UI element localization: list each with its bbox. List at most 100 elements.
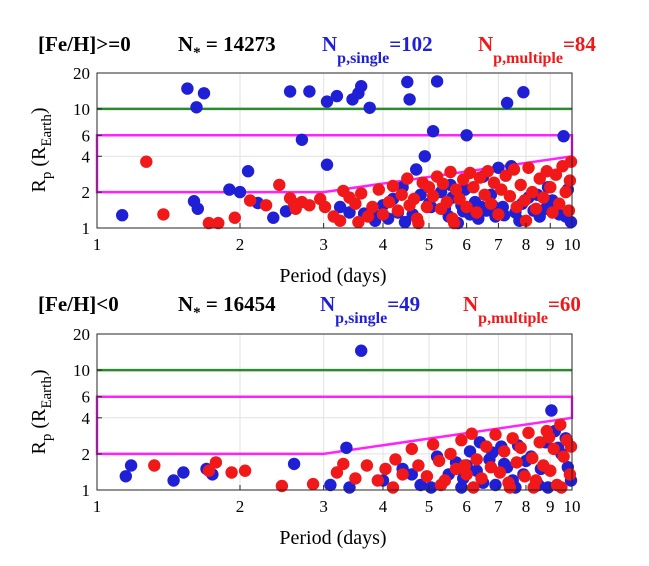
point-multiple — [526, 451, 539, 465]
point-single — [405, 468, 418, 481]
y-tick-label: 10 — [73, 100, 90, 119]
point-multiple — [563, 174, 577, 187]
y-tick-label: 4 — [82, 147, 91, 166]
y-axis-label-top: Rp (REarth) — [28, 108, 55, 193]
point-multiple — [238, 464, 252, 477]
point-single — [500, 96, 514, 110]
point-multiple — [470, 453, 483, 466]
ylabel-close: ) — [28, 370, 50, 377]
x-tick-label: 7 — [494, 235, 503, 254]
y-tick-label: 2 — [82, 183, 91, 202]
point-single — [119, 470, 132, 483]
title-nstar: N — [178, 292, 193, 316]
x-tick-label: 1 — [93, 235, 102, 254]
ylabel-close: ) — [28, 108, 50, 115]
title-np-multiple-val: =60 — [548, 292, 581, 316]
point-multiple — [420, 200, 434, 214]
point-single — [557, 130, 570, 143]
point-multiple — [355, 187, 368, 200]
point-single — [343, 206, 356, 219]
point-multiple — [225, 466, 238, 479]
point-multiple — [395, 188, 408, 201]
y-tick-label: 4 — [82, 409, 91, 428]
x-tick-label: 3 — [319, 235, 328, 254]
point-multiple — [554, 418, 567, 431]
x-axis-label-bottom: Period (days) — [279, 527, 386, 549]
point-single — [295, 133, 309, 146]
point-multiple — [529, 202, 543, 215]
point-single — [333, 200, 347, 214]
point-multiple — [557, 450, 570, 463]
point-multiple — [481, 165, 494, 178]
point-single — [320, 95, 334, 108]
point-multiple — [379, 462, 392, 476]
point-multiple — [376, 208, 390, 221]
point-multiple — [386, 179, 400, 193]
point-multiple — [493, 466, 507, 479]
point-single — [190, 101, 203, 114]
title-np-single-sub: p,single — [335, 310, 387, 327]
point-multiple — [202, 216, 216, 230]
point-multiple — [519, 214, 533, 227]
point-multiple — [349, 472, 362, 485]
point-multiple — [389, 453, 402, 466]
point-multiple — [444, 165, 457, 179]
point-single — [279, 205, 293, 218]
point-multiple — [553, 197, 566, 210]
point-multiple — [243, 194, 257, 207]
point-multiple — [455, 434, 468, 447]
x-tick-label: 4 — [379, 235, 388, 254]
point-multiple — [337, 457, 350, 471]
point-single — [223, 183, 236, 196]
point-multiple — [333, 214, 347, 227]
x-tick-label: 3 — [319, 497, 328, 516]
point-single — [324, 478, 337, 492]
ylabel-main: R — [28, 441, 50, 455]
point-multiple — [562, 204, 576, 217]
point-multiple — [228, 211, 241, 224]
point-single — [181, 82, 194, 95]
point-multiple — [498, 445, 511, 458]
ylabel-sub: p — [39, 434, 55, 442]
title-nstar-val: = 16454 — [201, 292, 276, 316]
x-tick-label: 2 — [236, 235, 245, 254]
point-multiple — [467, 481, 480, 494]
point-multiple — [546, 206, 559, 219]
point-multiple — [563, 468, 577, 481]
point-multiple — [366, 200, 379, 214]
point-multiple — [140, 155, 153, 168]
point-single — [517, 86, 530, 99]
point-single — [267, 211, 280, 224]
x-tick-label: 4 — [379, 497, 388, 516]
point-multiple — [386, 481, 400, 494]
x-tick-label: 6 — [462, 497, 471, 516]
point-multiple — [391, 204, 405, 217]
x-axis-label-top: Period (days) — [279, 265, 386, 287]
point-multiple — [303, 199, 316, 212]
point-multiple — [484, 461, 498, 474]
point-multiple — [527, 481, 540, 494]
title-nstar-sub: * — [193, 45, 201, 61]
point-multiple — [426, 438, 440, 451]
y-tick-label: 20 — [73, 64, 90, 83]
point-single — [197, 87, 211, 100]
point-single — [414, 478, 427, 492]
title-np-multiple: N — [463, 292, 478, 316]
point-multiple — [259, 199, 273, 212]
ylabel-main: R — [28, 179, 50, 193]
point-multiple — [467, 181, 480, 194]
point-multiple — [475, 472, 488, 485]
point-single — [340, 441, 353, 454]
point-multiple — [458, 459, 472, 472]
point-multiple — [537, 191, 550, 204]
panel-top: [Fe/H]>=0 N* = 14273 Np,single=102 Np,mu… — [28, 32, 596, 287]
title-np-single: N — [322, 32, 337, 56]
point-single — [424, 481, 438, 494]
x-tick-label: 10 — [564, 497, 581, 516]
ylabel-sub: p — [39, 172, 55, 180]
point-single — [303, 85, 316, 98]
axes-frame — [96, 333, 573, 491]
title-fe: [Fe/H]>=0 — [38, 32, 131, 56]
point-single — [545, 404, 558, 417]
